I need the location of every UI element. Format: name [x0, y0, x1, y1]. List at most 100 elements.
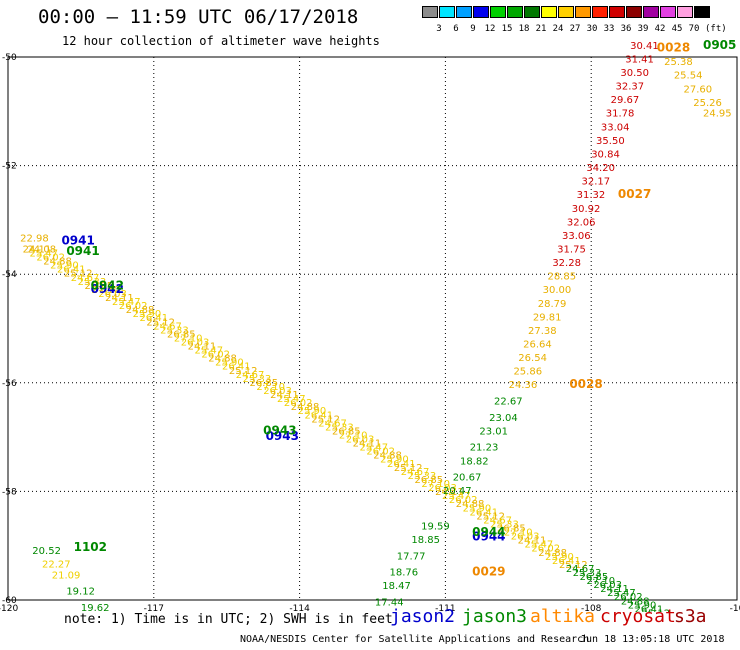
swh-label-track: 25.47 [277, 394, 306, 405]
legend-altika: altika [530, 606, 596, 627]
pass-time-label: 0028 [569, 377, 602, 391]
swh-label-track: 25.90 [298, 406, 327, 417]
swh-label-track: 25.90 [215, 358, 244, 369]
legend-swatch-39 [626, 6, 642, 18]
legend-label: 39 [637, 24, 649, 34]
swh-label-southwest: 20.52 [32, 546, 61, 557]
swh-label-track: 26.03 [511, 532, 540, 543]
swh-label-jason3: 18.85 [411, 535, 440, 546]
swh-label-track: 25.33 [78, 277, 107, 288]
swh-label-jason3: 18.76 [390, 568, 419, 579]
swh-label-altika: 26.54 [518, 353, 547, 364]
swh-label-jason3: 20.47 [443, 486, 472, 497]
swh-label-track: 25.47 [607, 588, 636, 599]
swh-label-cryosat: 32.17 [581, 177, 610, 188]
swh-label-track: 26.41 [470, 507, 499, 518]
swh-label-track: 26.02 [36, 253, 65, 264]
swh-label-jason3: 17.77 [397, 551, 426, 562]
legend-swatch-max [694, 6, 710, 18]
legend-swatch-33 [592, 6, 608, 18]
swh-label-cryosat: 30.84 [591, 149, 620, 160]
swh-label-track: 25.47 [194, 346, 223, 357]
swh-label-track: 26.85 [167, 329, 196, 340]
swh-label-jason3: 17.44 [375, 597, 404, 608]
swh-label-track: 24.11 [23, 244, 52, 255]
wave-height-map: -120 -117 -114 -111 -108 -10 -50 -52 -54 -56 -58 -6… [0, 38, 740, 612]
swh-label-track: 24.88 [208, 354, 237, 365]
legend-swatch-70 [677, 6, 693, 18]
swh-label-track: 24.11 [518, 536, 547, 547]
swh-label-track: 25.33 [243, 374, 272, 385]
pass-time-label: 0029 [472, 565, 505, 579]
swh-label-track: 24.88 [621, 596, 650, 607]
swh-label-track: 27.10 [586, 576, 615, 587]
swh-label-track: 25.33 [325, 422, 354, 433]
swh-label-track: 24.67 [153, 321, 182, 332]
swh-label-track: 26.03 [263, 386, 292, 397]
swh-label-cryosat: 31.32 [577, 190, 606, 201]
swh-label-track: 25.47 [525, 540, 554, 551]
swh-label-altika: 28.85 [547, 272, 576, 283]
swh-label-track: 24.88 [456, 499, 485, 510]
swh-label-track: 25.90 [463, 503, 492, 514]
swh-label-jason3: 18.47 [382, 581, 411, 592]
legend-label: 6 [453, 24, 459, 34]
swh-label-track: 25.33 [408, 471, 437, 482]
swh-label-track: 24.88 [538, 548, 567, 559]
swh-label-track: 24.67 [483, 515, 512, 526]
swh-label-track: 25.33 [573, 568, 602, 579]
swh-label-southwest: 21.09 [52, 570, 81, 581]
swh-label-southwest: 22.27 [42, 559, 71, 570]
legend-label: 12 [484, 24, 496, 34]
legend-label: 9 [470, 24, 476, 34]
swh-label-west: 24.08 [27, 244, 56, 255]
swh-label-track: 24.67 [566, 564, 595, 575]
swh-label-track: 24.67 [71, 273, 100, 284]
swh-label-track: 25.47 [442, 491, 471, 502]
legend-s3a: s3a [674, 606, 707, 627]
swh-label-jason3: 20.67 [453, 473, 482, 484]
pass-time-label: 0028 [657, 41, 690, 55]
swh-label-track: 24.67 [318, 418, 347, 429]
swh-label-track: 26.41 [139, 313, 168, 324]
legend-jason2: jason2 [390, 606, 456, 627]
x-tick-label: -108 [581, 604, 602, 612]
swh-label-track: 25.12 [146, 317, 175, 328]
swh-label-altika: 28.79 [538, 299, 567, 310]
credit-line: NOAA/NESDIS Center for Satellite Applica… [240, 634, 590, 645]
swh-label-track: 25.33 [160, 325, 189, 336]
swh-label-jason3: 22.67 [494, 397, 523, 408]
swh-label-track: 26.85 [332, 426, 361, 437]
swh-label-track: 26.03 [181, 337, 210, 348]
swh-label-track: 25.90 [50, 261, 79, 272]
swh-label-track: 24.88 [373, 451, 402, 462]
swh-label-track: 26.03 [593, 580, 622, 591]
x-tick-label: -114 [289, 604, 310, 612]
legend-swatch-15 [490, 6, 506, 18]
legend-swatch-6 [439, 6, 455, 18]
pass-time-label: 0027 [618, 187, 651, 201]
swh-label-altika: 26.64 [523, 340, 552, 351]
swh-label-track: 25.90 [133, 309, 162, 320]
legend-swatch-36 [609, 6, 625, 18]
swh-label-track: 24.11 [435, 487, 464, 498]
swh-label-track: 24.11 [270, 390, 299, 401]
swh-label-cryosat: 32.06 [567, 217, 596, 228]
legend-label: 45 [671, 24, 683, 34]
swh-label-east: 27.60 [684, 84, 713, 95]
legend-unit: (ft) [705, 24, 727, 34]
page-subtitle: 12 hour collection of altimeter wave hei… [62, 34, 380, 48]
swh-label-track: 25.12 [559, 560, 588, 571]
x-tick-label: -111 [435, 604, 455, 612]
swh-label-track: 26.41 [57, 265, 86, 276]
legend-label: 3 [436, 24, 442, 34]
pass-time-label: 0944 [472, 529, 505, 543]
y-tick-label: -54 [2, 270, 17, 280]
swh-label-track: 25.12 [641, 608, 670, 612]
swh-label-track: 26.03 [428, 483, 457, 494]
swh-label-altika: 24.36 [509, 380, 538, 391]
swh-label-east: 25.26 [693, 98, 722, 109]
swh-label-track: 25.12 [229, 366, 258, 377]
swh-label-track: 24.11 [105, 293, 134, 304]
swh-label-track: 26.02 [614, 592, 643, 603]
